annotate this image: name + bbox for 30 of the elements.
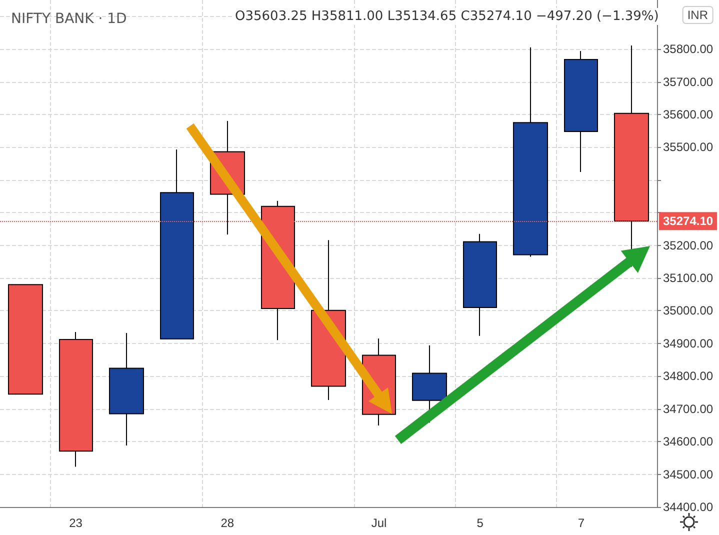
x-tick-label: 28 bbox=[220, 516, 234, 530]
y-tick-label: 34600.00 bbox=[663, 434, 714, 449]
candlestick bbox=[564, 50, 598, 173]
y-tick-label: 35200.00 bbox=[663, 238, 714, 252]
y-tick-label: 35000.00 bbox=[663, 304, 714, 318]
text: NIFTY BANK · 1D bbox=[11, 11, 127, 27]
y-tick-label: 34400.00 bbox=[663, 500, 714, 514]
x-tick-label: 23 bbox=[69, 516, 83, 530]
ref-line-label: 35274.10 bbox=[663, 214, 714, 228]
candlestick bbox=[59, 332, 93, 468]
candlestick bbox=[109, 332, 144, 446]
y-tick-label: 34500.00 bbox=[663, 467, 714, 482]
x-tick-label: 7 bbox=[578, 516, 585, 530]
y-tick-label: 35600.00 bbox=[663, 107, 714, 122]
y-tick-label: 35700.00 bbox=[663, 74, 714, 89]
candlestick bbox=[463, 233, 497, 336]
y-tick-label: 35100.00 bbox=[663, 271, 714, 286]
y-tick-label: 34900.00 bbox=[663, 336, 714, 350]
y-axis-title: INR bbox=[687, 8, 708, 22]
x-tick-label: 5 bbox=[476, 516, 484, 530]
y-tick-label: 35800.00 bbox=[663, 42, 714, 56]
y-tick-label: 34800.00 bbox=[663, 369, 714, 384]
x-tick-label: Jul bbox=[371, 516, 387, 530]
candlestick bbox=[8, 284, 43, 395]
text: O35603.25 H35811.00 L35134.65 C35274.10 −497.20 (−1.39%) bbox=[235, 9, 659, 24]
candlestick bbox=[513, 46, 548, 258]
y-tick-label: 34700.00 bbox=[663, 402, 714, 416]
y-tick-label: 35500.00 bbox=[663, 140, 714, 154]
candlestick bbox=[412, 344, 447, 424]
candlestick bbox=[160, 148, 194, 340]
